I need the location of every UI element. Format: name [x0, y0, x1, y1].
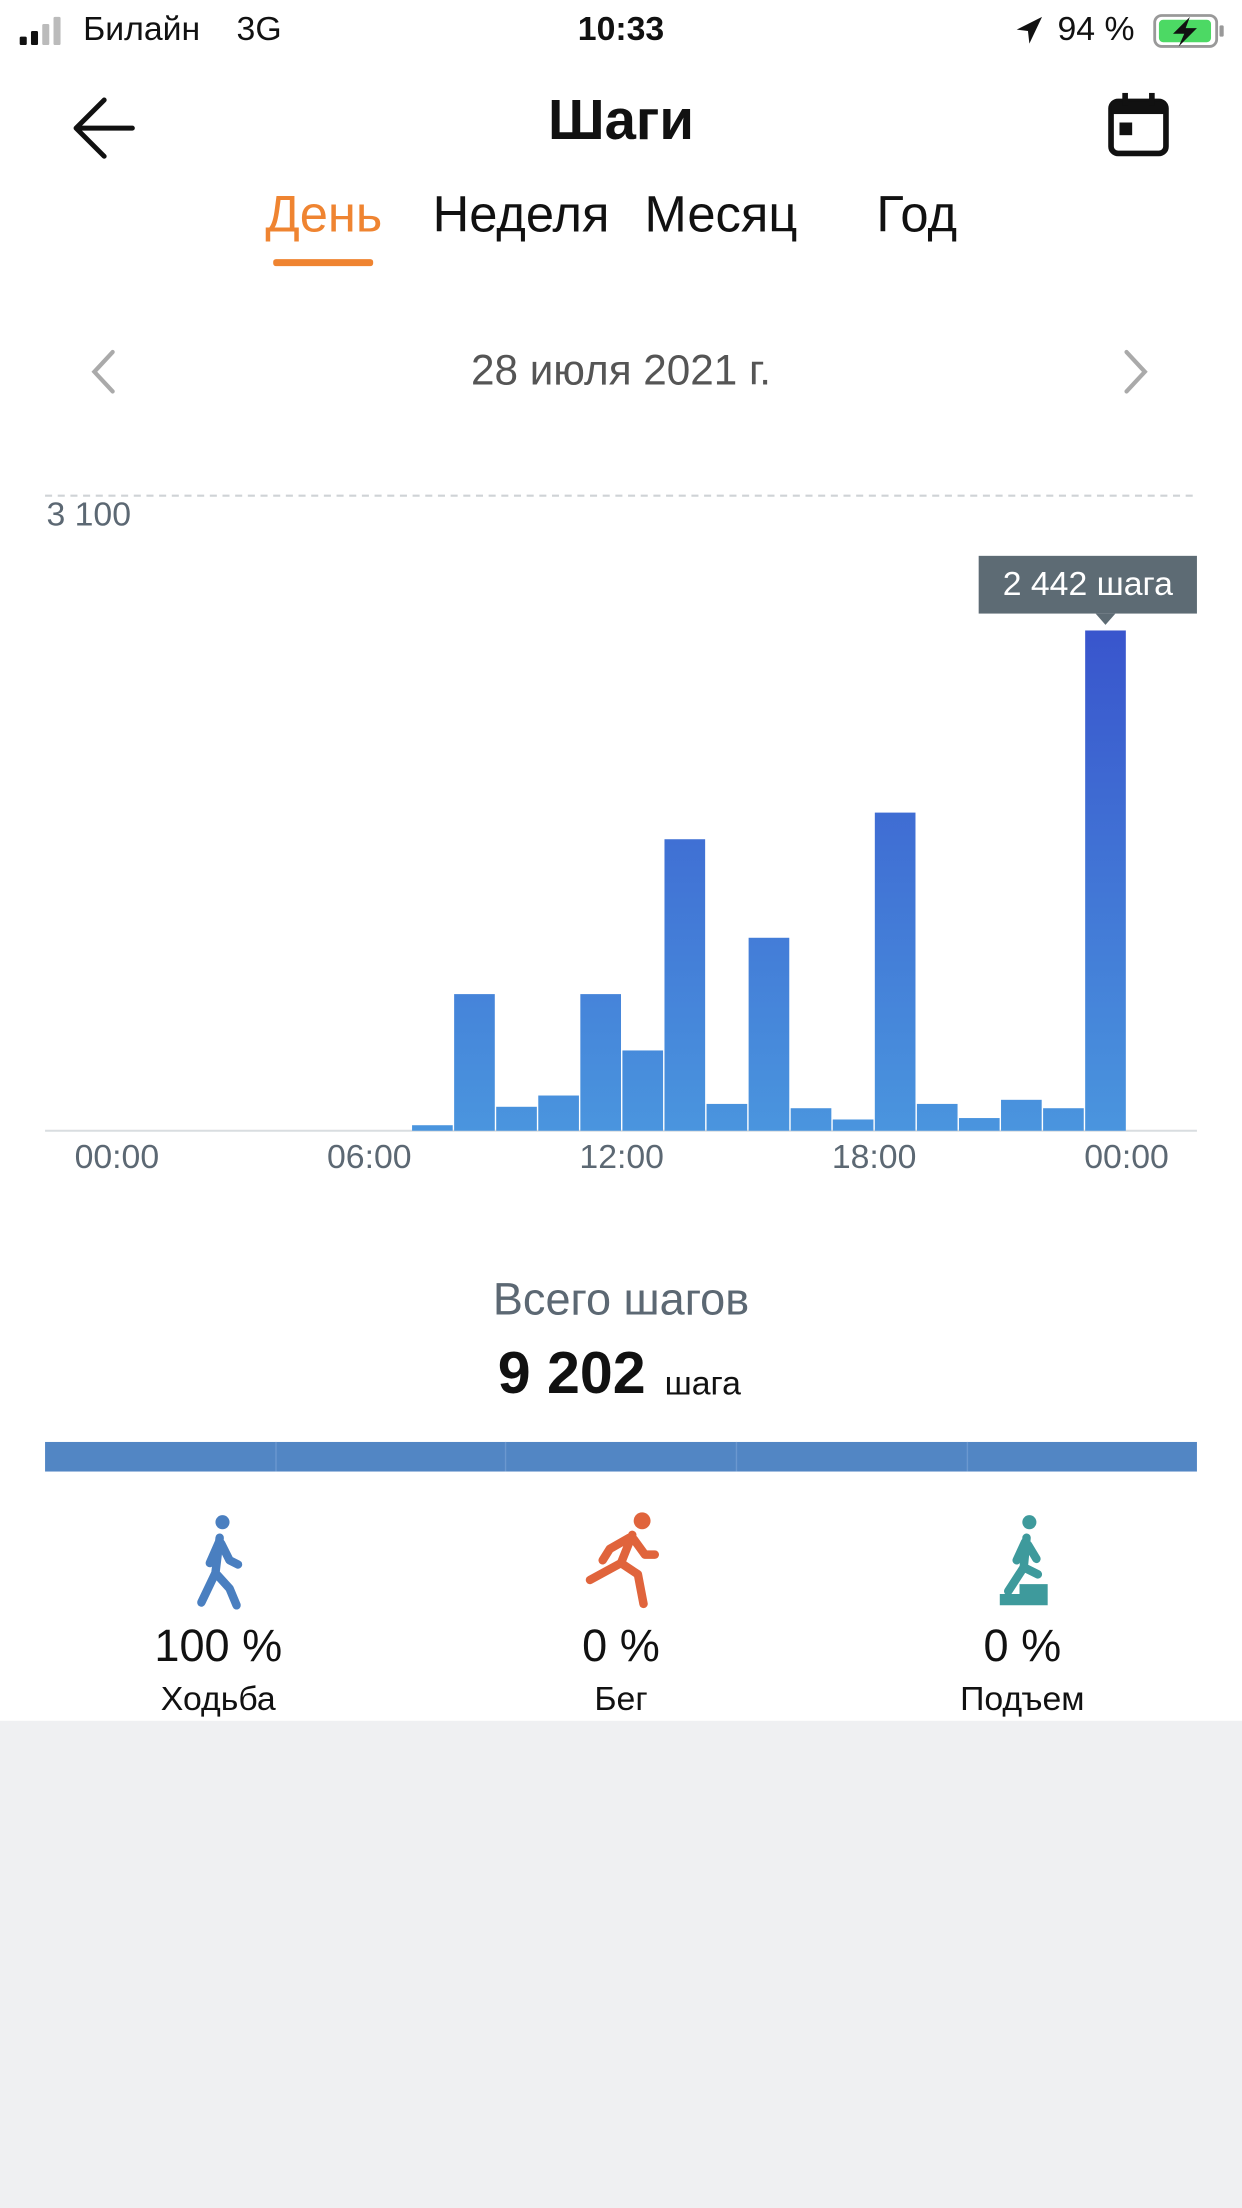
bar: [748, 937, 790, 1131]
tab-label: Неделя: [433, 186, 610, 243]
tab-label: Год: [876, 186, 957, 243]
bar: [1043, 1108, 1084, 1131]
activity-bar: [45, 1441, 1197, 1472]
activity-percent: 0 %: [984, 1620, 1062, 1671]
activity-name: Ходьба: [161, 1680, 276, 1718]
bar: [454, 994, 495, 1131]
next-day[interactable]: [1124, 349, 1148, 394]
content-background: [0, 0, 1242, 1721]
tab[interactable]: День: [265, 186, 382, 243]
charging-icon: [1173, 16, 1197, 47]
status-bar: Билайн 3G 10:33 94 %: [19, 10, 1224, 48]
x-tick-label: 00:00: [75, 1138, 160, 1176]
tab-indicator: [273, 259, 374, 267]
bar: [1085, 630, 1126, 1131]
prev-day[interactable]: [91, 349, 115, 394]
bar: [916, 1103, 958, 1131]
time: 10:33: [578, 10, 664, 48]
y-tick-label: 3 100: [46, 496, 131, 534]
location-icon: [1016, 16, 1043, 44]
bar: [874, 812, 916, 1131]
chevron-right: [1124, 349, 1148, 394]
tab[interactable]: Неделя: [433, 186, 610, 243]
activity-bar-fill: [45, 1441, 1197, 1472]
bar: [580, 994, 621, 1131]
bar: [958, 1118, 1000, 1131]
signal-bar: [53, 16, 61, 46]
tooltip-label: 2 442 шага: [1003, 565, 1173, 603]
calendar-ring: [1122, 92, 1128, 106]
bottom-background: [0, 1720, 1242, 2208]
activity-name: Подъем: [960, 1680, 1084, 1718]
x-tick-label: 18:00: [832, 1138, 917, 1176]
tab-label: День: [265, 186, 382, 243]
battery-tip: [1219, 25, 1224, 37]
x-tick-label: 12:00: [579, 1138, 664, 1176]
battery-frame: [1153, 14, 1219, 48]
bar: [622, 1050, 664, 1131]
bar: [496, 1106, 537, 1131]
bar: [1001, 1099, 1042, 1131]
signal-bar: [19, 36, 27, 46]
battery-percent: 94 %: [1058, 10, 1135, 48]
calendar-icon-top: [1111, 101, 1166, 115]
bar: [790, 1108, 832, 1131]
back-button[interactable]: [73, 97, 135, 159]
tab-label: Месяц: [645, 186, 798, 243]
calendar-ring: [1149, 92, 1155, 106]
summary-unit: шага: [665, 1365, 741, 1403]
tooltip-box: [978, 555, 1197, 614]
network: 3G: [237, 10, 282, 48]
tooltip-pointer: [1095, 613, 1116, 625]
bar: [706, 1103, 748, 1131]
signal-bar: [30, 30, 39, 46]
tab[interactable]: Год: [876, 186, 957, 243]
back-arrow: [73, 97, 135, 159]
bar: [538, 1095, 579, 1131]
bar: [664, 839, 706, 1131]
bar: [412, 1125, 453, 1131]
activity-percent: 0 %: [582, 1620, 660, 1671]
climb-icon: [999, 1515, 1048, 1606]
summary-total: 9 202: [498, 1339, 646, 1406]
activity-percent: 100 %: [154, 1620, 282, 1671]
chevron-left: [91, 349, 115, 394]
bar: [832, 1119, 874, 1131]
activity-name: Бег: [594, 1680, 647, 1718]
steps-chart: 3 100 00:00 06:00 12:00 18:00 00:00 2 442 шага: [45, 494, 1197, 1176]
calendar-day: [1119, 122, 1133, 136]
x-tick-label: 00:00: [1084, 1138, 1169, 1176]
carrier: Билайн: [83, 10, 200, 48]
calendar-button[interactable]: [1108, 92, 1169, 157]
x-tick-label: 06:00: [327, 1138, 412, 1176]
walk-icon: [197, 1515, 243, 1610]
run-icon: [585, 1512, 660, 1609]
signal-bar: [42, 23, 50, 46]
page-title: Шаги: [548, 88, 694, 151]
summary-label: Всего шагов: [493, 1273, 749, 1324]
tab[interactable]: Месяц: [645, 186, 798, 243]
date-label: 28 июля 2021 г.: [471, 346, 771, 393]
